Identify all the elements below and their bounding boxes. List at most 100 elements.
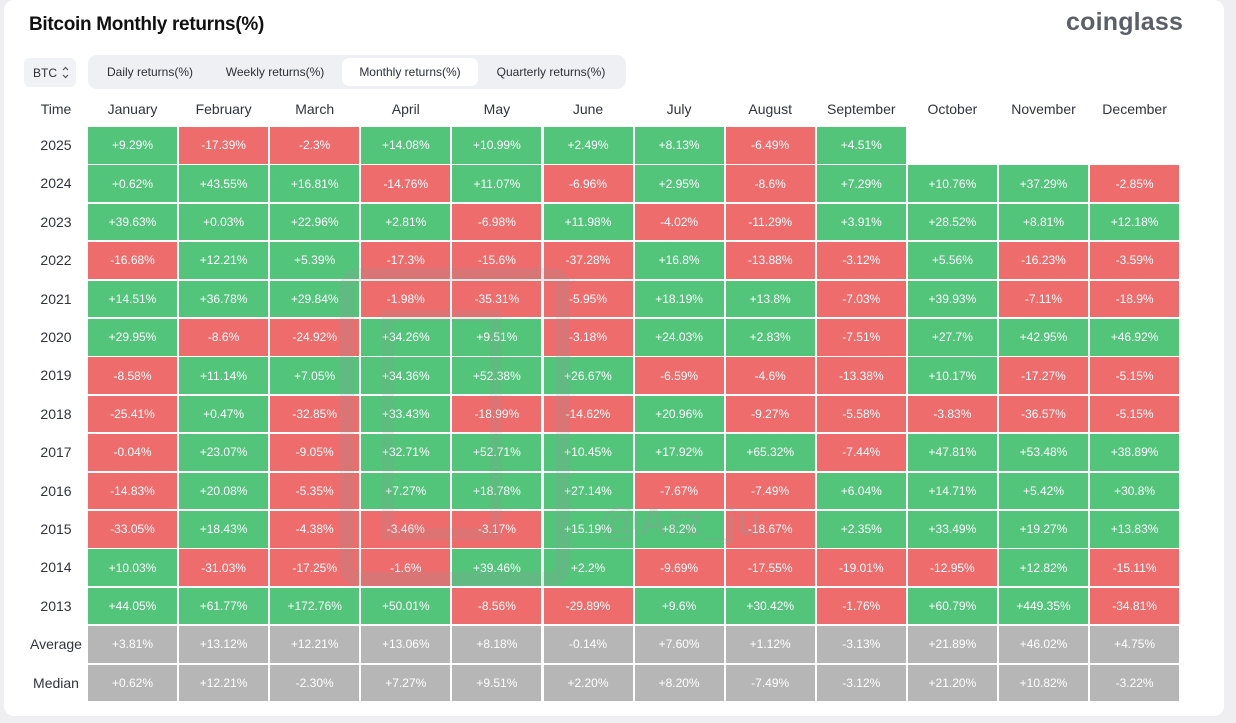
return-cell: -1.76% (816, 587, 906, 625)
return-cell: -8.56% (452, 587, 542, 625)
stat-cell: +8.18% (452, 626, 542, 663)
tab-quarterly-returns[interactable]: Quarterly returns(%) (496, 65, 606, 79)
return-cell: +18.78% (452, 472, 542, 510)
return-cell: -9.27% (725, 395, 815, 433)
column-header-june: June (572, 101, 604, 117)
column-header-october: October (927, 101, 978, 117)
return-cell: +52.38% (452, 357, 542, 394)
return-cell: -9.05% (270, 434, 360, 471)
return-cell: -17.3% (361, 242, 451, 279)
stat-cell: -3.22% (1090, 664, 1180, 702)
tab-daily-returns[interactable]: Daily returns(%) (106, 65, 193, 79)
return-cell: -34.81% (1090, 587, 1180, 625)
column-header-december: December (1102, 101, 1167, 117)
return-cell: +13.83% (1090, 511, 1180, 548)
page-title: Bitcoin Monthly returns(%) (29, 14, 264, 35)
column-header-september: September (827, 101, 896, 117)
stat-cell: -7.49% (725, 664, 815, 702)
asset-select[interactable]: BTC (24, 58, 76, 87)
row-label: 2019 (40, 367, 72, 384)
stat-cell: +4.75% (1090, 626, 1180, 663)
tab-weekly-returns[interactable]: Weekly returns(%) (225, 65, 325, 79)
return-cell: -17.27% (999, 357, 1088, 394)
return-cell: -4.38% (270, 511, 360, 548)
stat-cell: +8.20% (634, 664, 724, 702)
return-cell: +10.17% (907, 357, 997, 394)
return-cell: +14.51% (88, 280, 177, 318)
return-cell: +20.08% (179, 472, 269, 510)
return-cell: -3.59% (1090, 242, 1180, 279)
return-cell: -3.17% (452, 511, 542, 548)
row-label: 2017 (40, 444, 72, 461)
column-header-july: July (666, 101, 692, 117)
stat-cell: +0.62% (88, 664, 177, 702)
column-header-august: August (748, 101, 792, 117)
return-cell: +10.45% (543, 434, 633, 471)
brand-logo[interactable]: coinglass (1066, 8, 1184, 36)
return-cell: +50.01% (361, 587, 451, 625)
return-cell: +19.27% (999, 511, 1088, 548)
return-cell: +9.29% (88, 127, 177, 164)
return-cell: +10.76% (907, 165, 997, 202)
return-cell: -7.67% (634, 472, 724, 510)
return-cell: +60.79% (907, 587, 997, 625)
stat-cell: +3.81% (88, 626, 177, 663)
return-cell: +16.81% (270, 165, 360, 202)
return-cell: -12.95% (907, 549, 997, 586)
return-cell: +12.18% (1090, 203, 1180, 241)
return-cell: +61.77% (179, 587, 269, 625)
return-cell: -17.55% (725, 549, 815, 586)
return-cell: +5.39% (270, 242, 360, 279)
tab-monthly-returns[interactable]: Monthly returns(%) (342, 58, 478, 86)
return-cell: +5.42% (999, 472, 1088, 510)
return-cell: +30.8% (1090, 472, 1180, 510)
return-cell: -16.23% (999, 242, 1088, 279)
return-cell: +39.93% (907, 280, 997, 318)
return-cell: -8.6% (179, 319, 269, 356)
stat-cell: -3.12% (816, 664, 906, 702)
row-label: 2023 (40, 213, 72, 230)
return-cell: +28.52% (907, 203, 997, 241)
return-cell: -2.3% (270, 127, 360, 164)
return-cell: +43.55% (179, 165, 269, 202)
row-label: 2018 (40, 405, 72, 422)
return-cell: -13.38% (816, 357, 906, 394)
return-cell: +33.49% (907, 511, 997, 548)
return-cell: -32.85% (270, 395, 360, 433)
return-cell: -16.68% (88, 242, 177, 279)
return-cell: +27.14% (543, 472, 633, 510)
row-label: 2025 (40, 137, 72, 153)
return-cell: +3.91% (816, 203, 906, 241)
return-cell: -14.83% (88, 472, 177, 510)
return-cell: +2.83% (725, 319, 815, 356)
return-cell: -4.02% (634, 203, 724, 241)
return-cell: +30.42% (725, 587, 815, 625)
row-label: 2020 (40, 329, 72, 345)
return-cell: +20.96% (634, 395, 724, 433)
period-tabs: Daily returns(%) Weekly returns(%) Month… (88, 55, 626, 89)
return-cell: +32.71% (361, 434, 451, 471)
stat-cell: +12.21% (179, 664, 269, 702)
return-cell: +52.71% (452, 434, 542, 471)
return-cell: -7.51% (816, 319, 906, 356)
return-cell: -4.6% (725, 357, 815, 394)
return-cell: -13.88% (725, 242, 815, 279)
return-cell: -5.35% (270, 472, 360, 510)
stat-cell: +12.21% (270, 626, 360, 663)
return-cell: +7.05% (270, 357, 360, 394)
chevron-updown-icon (62, 66, 69, 79)
return-cell: +2.49% (543, 127, 633, 164)
row-label: 2014 (40, 559, 72, 576)
return-cell: +6.04% (816, 472, 906, 510)
return-cell: -6.59% (634, 357, 724, 394)
return-cell: +34.36% (361, 357, 451, 394)
stat-cell: +7.27% (361, 664, 451, 702)
return-cell: -3.46% (361, 511, 451, 548)
return-cell: +17.92% (634, 434, 724, 471)
row-label: 2022 (40, 252, 72, 269)
return-cell: -18.9% (1090, 280, 1180, 318)
return-cell: +7.29% (816, 165, 906, 202)
return-cell: +38.89% (1090, 434, 1180, 471)
return-cell: +29.84% (270, 280, 360, 318)
return-cell: +18.43% (179, 511, 269, 548)
